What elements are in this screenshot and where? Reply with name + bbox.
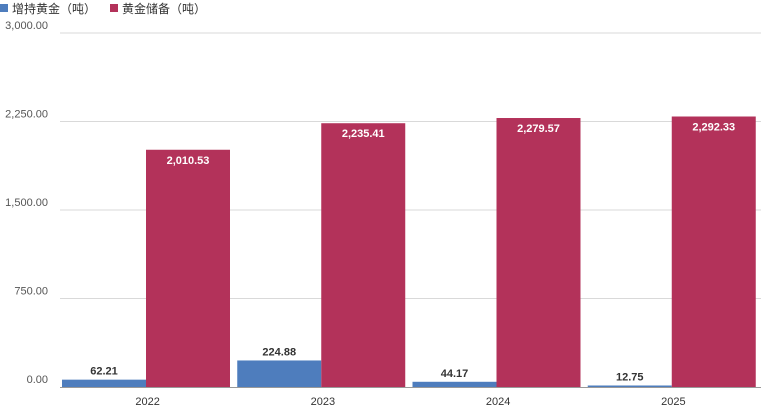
bar-reserve-2022	[146, 149, 230, 387]
value-label-reserve-2025: 2,292.33	[692, 122, 735, 134]
y-tick-label-3: 2,250.00	[5, 109, 48, 121]
y-tick-label-1: 750.00	[14, 286, 48, 298]
y-tick-label-0: 0.00	[27, 374, 48, 386]
y-tick-label-4: 3,000.00	[5, 20, 48, 32]
value-label-increase-2025: 12.75	[616, 371, 644, 383]
bar-increase-2025	[587, 385, 672, 387]
y-tick-label-2: 1,500.00	[5, 197, 48, 209]
bar-reserve-2024	[496, 118, 581, 387]
bar-increase-2023	[237, 360, 322, 387]
legend-swatch-reserve	[110, 4, 119, 12]
bar-increase-2024	[412, 381, 497, 387]
legend-item-increase: 增持黄金（吨）	[0, 0, 96, 17]
value-label-reserve-2023: 2,235.41	[342, 128, 385, 140]
legend-item-reserve: 黄金储备（吨）	[110, 0, 206, 17]
value-label-increase-2022: 62.21	[90, 366, 118, 378]
value-label-reserve-2022: 2,010.53	[167, 155, 210, 167]
x-tick-label-2023: 2023	[311, 396, 335, 408]
value-label-increase-2024: 44.17	[441, 368, 469, 380]
x-tick-label-2025: 2025	[661, 396, 685, 408]
value-label-increase-2023: 224.88	[262, 346, 296, 358]
x-tick-label-2022: 2022	[135, 396, 159, 408]
legend-label-reserve: 黄金储备（吨）	[122, 1, 207, 16]
bar-reserve-2025	[671, 116, 756, 387]
bar-increase-2022	[62, 379, 146, 387]
value-label-reserve-2024: 2,279.57	[517, 123, 560, 135]
legend-swatch-increase	[0, 4, 8, 12]
x-tick-label-2024: 2024	[486, 396, 510, 408]
bar-reserve-2023	[321, 123, 406, 387]
legend-label-increase: 增持黄金（吨）	[12, 1, 97, 16]
chart-legend: 增持黄金（吨） 黄金储备（吨）	[0, 0, 220, 16]
